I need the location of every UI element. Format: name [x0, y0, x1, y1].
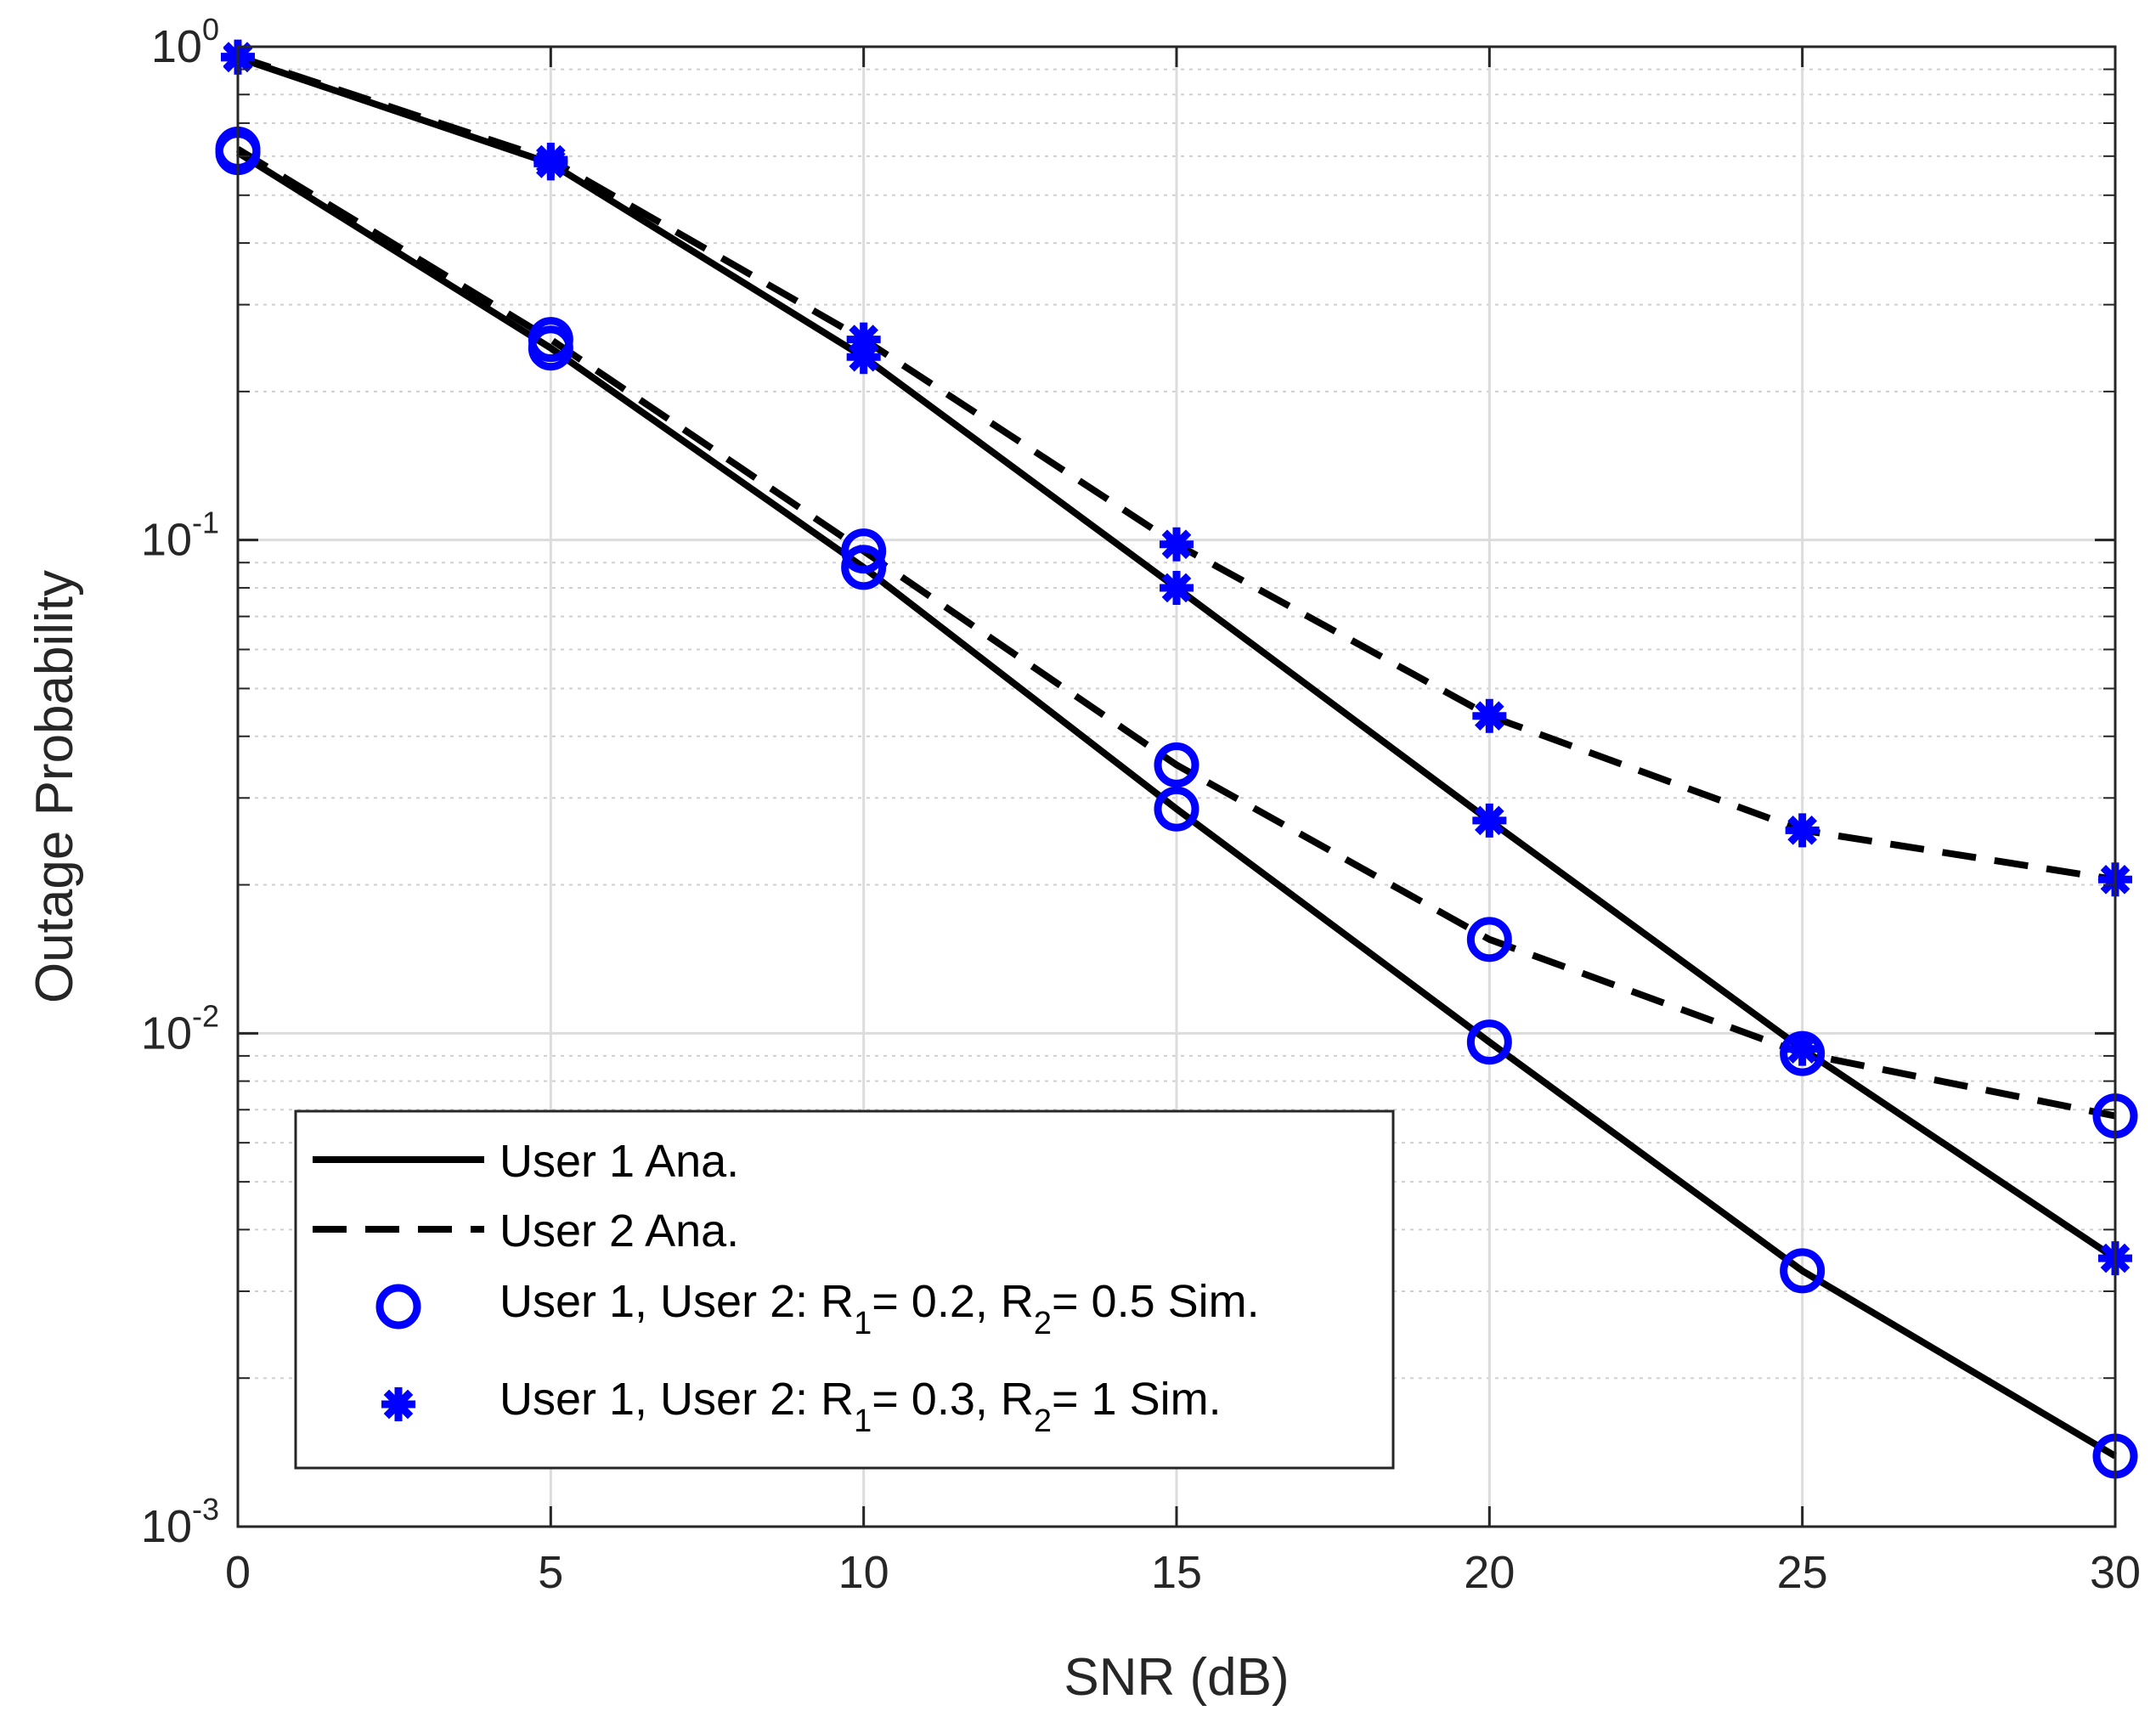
legend: User 1 Ana. User 2 Ana. User 1, User 2: …: [294, 1109, 1395, 1470]
x-tick-label: 5: [538, 1547, 563, 1598]
legend-star-part-b: = 0.3, R: [872, 1374, 1034, 1425]
x-tick-label: 20: [1464, 1547, 1515, 1598]
star-marker: [1472, 803, 1507, 838]
legend-circle-part-a: User 1, User 2: R: [499, 1276, 854, 1327]
circle-marker: [841, 545, 887, 590]
y-tick-exponent: -1: [192, 505, 219, 540]
y-tick-base: 10: [141, 515, 192, 566]
series-line-0: [235, 150, 2118, 1459]
circle-marker: [528, 317, 573, 363]
star-marker: [381, 1387, 415, 1421]
circle-marker: [1154, 742, 1199, 788]
star-marker: [1785, 1031, 1820, 1066]
axis-ticks: [236, 45, 2117, 1528]
x-tick-label: 30: [2090, 1547, 2141, 1598]
y-tick-base: 10: [141, 1501, 192, 1552]
y-tick-base: 10: [141, 1008, 192, 1059]
legend-text-star-sim: User 1, User 2: R1= 0.3, R2= 1 Sim.: [499, 1374, 1222, 1439]
y-tick-exponent: -3: [192, 1492, 219, 1527]
star-marker-stroke: [1475, 701, 1504, 731]
star-marker: [533, 143, 568, 178]
legend-star-sub-1: 1: [854, 1403, 872, 1439]
y-axis-label: Outage Probability: [25, 570, 84, 1003]
legend-star-part-a: User 1, User 2: R: [499, 1374, 854, 1425]
star-marker-stroke: [849, 325, 878, 354]
star-marker: [1160, 570, 1194, 605]
circle-marker: [1780, 1248, 1826, 1294]
x-tick-label: 0: [225, 1547, 251, 1598]
legend-circle-marker: [375, 1284, 421, 1330]
legend-star-marker: [381, 1387, 415, 1421]
star-marker-stroke: [536, 144, 566, 175]
circle-marker: [1466, 917, 1512, 963]
star-marker: [1160, 527, 1194, 562]
legend-star-sub-2: 2: [1034, 1403, 1052, 1439]
y-tick-label: 100: [151, 12, 219, 72]
circle-marker: [1466, 1019, 1512, 1065]
legend-text-circle-sim: User 1, User 2: R1= 0.2, R2= 0.5 Sim.: [499, 1276, 1260, 1341]
legend-circle-part-c: = 0.5 Sim.: [1052, 1276, 1260, 1327]
legend-text-user1-ana: User 1 Ana.: [499, 1136, 739, 1187]
legend-circle-sub-1: 1: [854, 1306, 872, 1341]
y-tick-label: 10-2: [141, 998, 219, 1059]
y-tick-base: 10: [151, 21, 202, 72]
circle-marker: [1154, 786, 1199, 832]
x-axis-label: SNR (dB): [1064, 1648, 1289, 1707]
star-marker-stroke: [1161, 529, 1192, 560]
x-tick-label: 10: [838, 1547, 889, 1598]
y-tick-exponent: 0: [202, 12, 219, 47]
star-marker: [1785, 813, 1820, 848]
x-tick-label: 25: [1777, 1547, 1828, 1598]
y-tick-label: 10-3: [141, 1492, 219, 1552]
star-marker-stroke: [1161, 573, 1192, 603]
legend-circle-sub-2: 2: [1034, 1306, 1052, 1341]
circle-marker: [841, 528, 887, 574]
y-tick-label: 10-1: [141, 505, 219, 566]
legend-box: [294, 1109, 1395, 1470]
star-marker: [1472, 698, 1507, 733]
star-marker-stroke: [383, 1389, 414, 1420]
star-marker-stroke: [1475, 805, 1504, 836]
circle-marker: [375, 1284, 421, 1330]
star-marker-stroke: [1787, 1034, 1817, 1064]
legend-star-part-c: = 1 Sim.: [1052, 1374, 1222, 1425]
star-marker-stroke: [1787, 815, 1817, 845]
x-tick-label: 15: [1151, 1547, 1202, 1598]
y-tick-exponent: -2: [192, 998, 219, 1033]
x-tick-labels: 0 5 10 15 20 25 30: [225, 1547, 2141, 1598]
legend-circle-part-b: = 0.2, R: [872, 1276, 1034, 1327]
star-marker: [846, 322, 881, 357]
legend-text-user2-ana: User 2 Ana.: [499, 1205, 739, 1256]
